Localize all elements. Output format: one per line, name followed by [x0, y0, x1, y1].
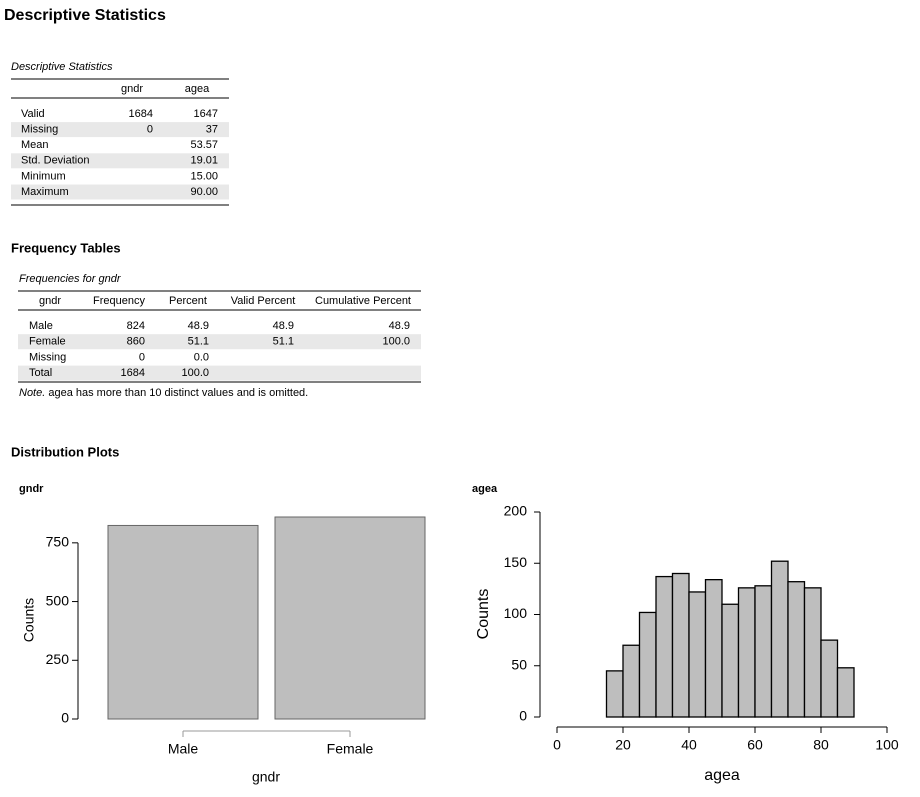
- row-label: Mean: [21, 139, 49, 151]
- page-title: Descriptive Statistics: [4, 7, 166, 24]
- cell: 15.00: [190, 170, 218, 182]
- y-tick-label: 750: [46, 534, 70, 550]
- cell: 0: [147, 124, 153, 136]
- row-label: Minimum: [21, 170, 66, 182]
- x-tick-label: 80: [813, 737, 829, 753]
- cell: 48.9: [273, 320, 294, 332]
- y-tick-label: 100: [504, 605, 528, 621]
- x-tick-label: 100: [875, 737, 899, 753]
- table-note: Note. agea has more than 10 distinct val…: [19, 387, 308, 399]
- y-axis-label: Counts: [475, 589, 492, 640]
- histogram-bar: [688, 591, 707, 718]
- column-header: Percent: [169, 295, 207, 307]
- histogram-bar: [770, 560, 789, 718]
- column-header: gndr: [121, 83, 143, 95]
- x-tick-label: Female: [327, 741, 374, 757]
- column-header: Cumulative Percent: [315, 295, 411, 307]
- y-tick-label: 50: [511, 656, 527, 672]
- section-heading: Distribution Plots: [11, 444, 119, 459]
- cell: 1647: [194, 108, 218, 120]
- cell: 48.9: [188, 320, 209, 332]
- section-heading: Frequency Tables: [11, 240, 121, 255]
- cell: 19.01: [190, 155, 218, 167]
- row-label: Total: [29, 367, 52, 379]
- cell: 1684: [121, 367, 145, 379]
- histogram-bar: [820, 639, 839, 718]
- y-tick-label: 150: [504, 554, 528, 570]
- cell: 37: [206, 124, 218, 136]
- y-tick-label: 500: [46, 592, 70, 608]
- cell: 0: [139, 351, 145, 363]
- x-tick-label: 20: [615, 737, 631, 753]
- cell: 860: [127, 336, 145, 348]
- plot-title: agea: [472, 483, 498, 495]
- histogram-bar: [721, 603, 740, 718]
- cell: 100.0: [181, 367, 209, 379]
- x-tick-label: Male: [168, 741, 199, 757]
- x-tick-label: 40: [681, 737, 697, 753]
- cell: 51.1: [273, 336, 294, 348]
- histogram-bar: [836, 667, 855, 718]
- cell: 51.1: [188, 336, 209, 348]
- y-axis-label: Counts: [21, 598, 37, 642]
- bar: [107, 524, 259, 720]
- cell: 0.0: [194, 351, 209, 363]
- column-header: Frequency: [93, 295, 145, 307]
- plot-title: gndr: [19, 483, 44, 495]
- column-header: agea: [185, 83, 210, 95]
- y-tick-label: 250: [46, 651, 70, 667]
- y-tick-label: 200: [504, 503, 528, 519]
- row-shade: [11, 184, 229, 200]
- x-axis-label: gndr: [252, 769, 280, 785]
- row-shade: [11, 122, 229, 138]
- histogram-bar: [605, 670, 624, 718]
- cell: 90.00: [190, 186, 218, 198]
- row-label: Std. Deviation: [21, 155, 89, 167]
- histogram-bar: [655, 575, 674, 718]
- cell: 1684: [129, 108, 153, 120]
- column-header: gndr: [39, 295, 61, 307]
- histogram-bar: [622, 644, 641, 718]
- row-label: Female: [29, 336, 66, 348]
- table-caption: Frequencies for gndr: [19, 273, 122, 285]
- cell: 100.0: [382, 336, 410, 348]
- x-axis-label: agea: [704, 767, 740, 784]
- bar: [274, 516, 426, 720]
- y-tick-label: 0: [519, 708, 527, 724]
- row-shade: [18, 334, 421, 350]
- histogram-bar: [754, 585, 773, 718]
- histogram-bar: [671, 572, 690, 718]
- table-caption: Descriptive Statistics: [11, 61, 113, 73]
- row-label: Male: [29, 320, 53, 332]
- cell: 48.9: [389, 320, 410, 332]
- row-label: Valid: [21, 108, 45, 120]
- cell: 824: [127, 320, 145, 332]
- histogram-bar: [704, 579, 723, 718]
- histogram-bar: [638, 611, 657, 718]
- row-shade: [11, 153, 229, 169]
- row-shade: [18, 365, 421, 381]
- note-label: Note.: [19, 387, 45, 399]
- x-tick-label: 60: [747, 737, 763, 753]
- x-tick-label: 0: [553, 737, 561, 753]
- histogram-bar: [787, 581, 806, 718]
- histogram-bar: [737, 587, 756, 718]
- row-label: Maximum: [21, 186, 69, 198]
- row-label: Missing: [21, 124, 58, 136]
- histogram-bar: [803, 587, 822, 718]
- y-tick-label: 0: [61, 710, 69, 726]
- column-header: Valid Percent: [231, 295, 296, 307]
- row-label: Missing: [29, 351, 66, 363]
- cell: 53.57: [190, 139, 218, 151]
- note-text: agea has more than 10 distinct values an…: [48, 387, 308, 399]
